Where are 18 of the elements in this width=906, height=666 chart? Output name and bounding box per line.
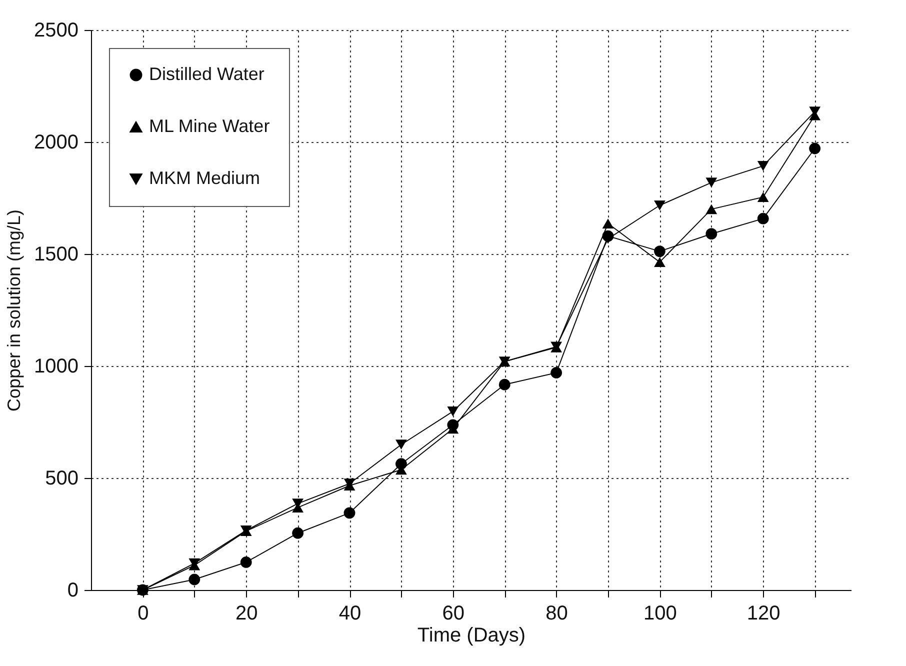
x-tick-label: 0 xyxy=(138,602,149,624)
y-tick-label: 1500 xyxy=(34,244,78,266)
legend-label: Distilled Water xyxy=(149,64,264,84)
x-tick-label: 80 xyxy=(546,602,568,624)
x-tick-label: 100 xyxy=(644,602,677,624)
x-tick-label: 120 xyxy=(746,602,780,624)
legend-label: ML Mine Water xyxy=(149,116,270,136)
y-tick-label: 2000 xyxy=(34,132,78,154)
x-tick-label: 60 xyxy=(442,602,465,624)
x-tick-label: 20 xyxy=(235,602,258,624)
y-tick-label: 1000 xyxy=(34,356,78,378)
y-axis-title: Copper in solution (mg/L) xyxy=(4,209,24,412)
y-tick-label: 2500 xyxy=(34,20,78,42)
y-tick-label: 0 xyxy=(67,580,78,602)
legend-label: MKM Medium xyxy=(149,168,260,188)
x-tick-label: 40 xyxy=(338,602,362,624)
y-tick-label: 500 xyxy=(45,468,78,490)
x-axis-title: Time (Days) xyxy=(417,624,526,646)
